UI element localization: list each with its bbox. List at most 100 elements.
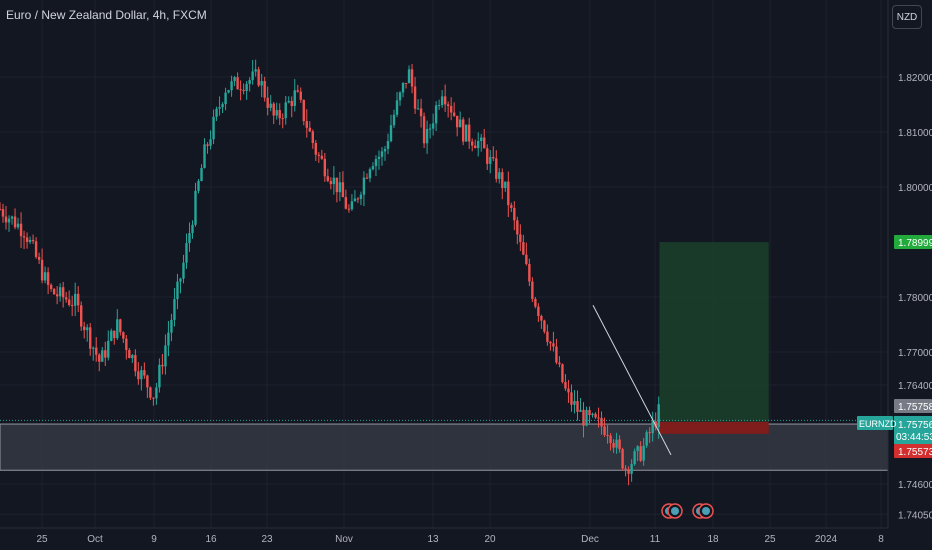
candle-body bbox=[380, 151, 384, 157]
candle-body bbox=[28, 239, 32, 242]
candle-body bbox=[254, 69, 257, 72]
stop-zone bbox=[659, 421, 769, 434]
prev-price-badge: 1.75758 bbox=[898, 402, 932, 413]
candle-body bbox=[134, 355, 137, 372]
candle-body bbox=[221, 104, 224, 108]
candle-body bbox=[326, 176, 330, 181]
candle-body bbox=[332, 177, 336, 185]
candle-body bbox=[461, 119, 465, 142]
candle-body bbox=[143, 370, 146, 376]
candle-body bbox=[233, 77, 236, 82]
candle-body bbox=[489, 157, 492, 164]
candle-body bbox=[37, 256, 41, 260]
candle-body bbox=[293, 90, 296, 107]
candle-body bbox=[525, 254, 528, 265]
candle-body bbox=[284, 102, 287, 119]
candle-body bbox=[239, 89, 242, 91]
currency-button[interactable]: NZD bbox=[892, 5, 922, 29]
candle-body bbox=[73, 293, 77, 306]
candle-body bbox=[350, 201, 354, 210]
time-tick-label: 8 bbox=[878, 534, 884, 545]
candle-body bbox=[606, 434, 609, 436]
candle-body bbox=[275, 110, 278, 116]
candle-body bbox=[437, 105, 441, 107]
candle-body bbox=[263, 81, 266, 98]
time-tick-label: 20 bbox=[484, 534, 496, 545]
current-price-bg bbox=[894, 416, 932, 444]
candle-body bbox=[561, 364, 564, 382]
candle-body bbox=[410, 69, 414, 87]
candle-body bbox=[582, 409, 585, 426]
time-tick-label: Nov bbox=[335, 534, 353, 545]
candle-body bbox=[182, 262, 185, 279]
price-tick-label: 1.80000 bbox=[898, 183, 932, 194]
candle-body bbox=[510, 205, 513, 208]
candle-body bbox=[95, 347, 98, 355]
candle-body bbox=[492, 157, 495, 159]
candle-body bbox=[70, 304, 74, 306]
candle-body bbox=[371, 166, 375, 170]
time-tick-label: 16 bbox=[205, 534, 217, 545]
candle-body bbox=[558, 362, 561, 365]
candle-body bbox=[191, 224, 194, 234]
candle-body bbox=[218, 107, 221, 109]
candle-body bbox=[347, 208, 351, 210]
candle-body bbox=[22, 236, 26, 238]
candle-body bbox=[251, 71, 254, 81]
candle-body bbox=[55, 294, 59, 297]
candle-body bbox=[449, 106, 453, 113]
candle-body bbox=[567, 388, 570, 393]
target-price-badge-bg bbox=[894, 235, 932, 250]
countdown-label: 03:44:53 bbox=[896, 432, 932, 443]
candle-body bbox=[242, 90, 245, 92]
candle-body bbox=[299, 91, 302, 100]
candle-body bbox=[146, 375, 149, 388]
candle-body bbox=[188, 233, 191, 244]
candle-body bbox=[227, 90, 230, 93]
candle-body bbox=[137, 371, 140, 380]
candle-body bbox=[600, 417, 603, 427]
candle-body bbox=[609, 435, 612, 443]
candle-body bbox=[615, 439, 618, 448]
candle-body bbox=[570, 392, 573, 405]
candle-body bbox=[67, 299, 71, 305]
candle-body bbox=[543, 320, 546, 332]
candle-body bbox=[597, 417, 600, 419]
candle-body bbox=[576, 401, 579, 412]
candle-body bbox=[612, 442, 615, 448]
candle-body bbox=[513, 207, 516, 221]
candle-body bbox=[260, 81, 263, 86]
candle-body bbox=[621, 449, 624, 469]
candle-body bbox=[633, 451, 636, 465]
candle-body bbox=[486, 148, 489, 164]
candle-body bbox=[46, 272, 50, 285]
candle-body bbox=[311, 131, 315, 144]
candle-body bbox=[546, 331, 549, 342]
candle-body bbox=[167, 332, 170, 346]
candle-body bbox=[431, 123, 435, 129]
candle-body bbox=[534, 299, 537, 307]
candle-body bbox=[377, 156, 381, 160]
event-icon-center bbox=[702, 507, 710, 515]
candle-body bbox=[528, 264, 531, 282]
candle-body bbox=[61, 287, 65, 298]
candle-body bbox=[266, 97, 269, 108]
candle-body bbox=[495, 158, 498, 179]
candle-body bbox=[630, 464, 633, 474]
candle-body bbox=[152, 397, 155, 399]
time-tick-label: 9 bbox=[151, 534, 157, 545]
candle-body bbox=[591, 413, 594, 416]
candle-body bbox=[618, 439, 621, 450]
candle-body bbox=[603, 426, 606, 435]
target-price-badge: 1.78999 bbox=[898, 238, 932, 249]
candle-body bbox=[401, 82, 405, 93]
candle-body bbox=[434, 105, 438, 124]
candle-body bbox=[531, 281, 534, 300]
candle-body bbox=[314, 143, 318, 155]
candle-body bbox=[86, 327, 89, 331]
candle-body bbox=[245, 83, 248, 91]
candle-body bbox=[98, 354, 101, 362]
candle-body bbox=[338, 182, 342, 193]
candle-body bbox=[648, 432, 651, 434]
